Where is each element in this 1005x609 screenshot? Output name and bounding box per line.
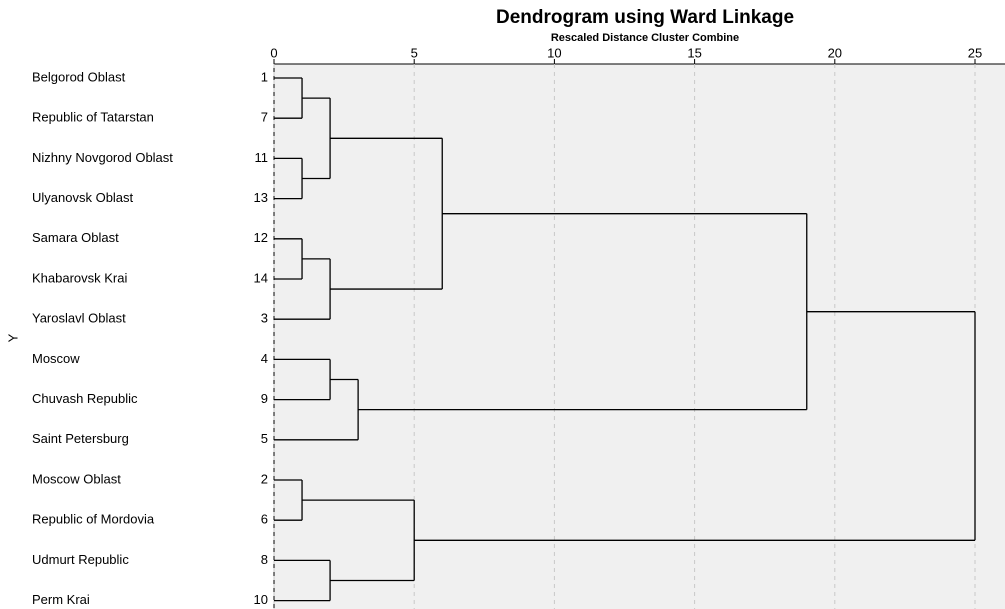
leaf-label: Udmurt Republic xyxy=(32,552,129,567)
plot-area xyxy=(274,64,1005,609)
leaf-case: 2 xyxy=(261,471,268,486)
leaf-case: 10 xyxy=(254,592,268,607)
y-axis-label: Y xyxy=(5,333,20,342)
x-tick-label: 15 xyxy=(687,45,701,60)
leaf-case: 12 xyxy=(254,230,268,245)
x-tick-label: 20 xyxy=(828,45,842,60)
leaf-label: Khabarovsk Krai xyxy=(32,270,127,285)
leaf-case: 6 xyxy=(261,512,268,527)
leaf-label: Republic of Tatarstan xyxy=(32,110,154,125)
x-tick-label: 25 xyxy=(968,45,982,60)
leaf-case: 13 xyxy=(254,190,268,205)
leaf-case: 14 xyxy=(254,270,268,285)
leaf-case: 7 xyxy=(261,110,268,125)
leaf-label: Republic of Mordovia xyxy=(32,512,155,527)
x-tick-label: 10 xyxy=(547,45,561,60)
leaf-label: Samara Oblast xyxy=(32,230,119,245)
leaf-case: 11 xyxy=(255,150,269,165)
leaf-case: 1 xyxy=(261,69,268,84)
x-tick-label: 5 xyxy=(411,45,418,60)
leaf-label: Moscow Oblast xyxy=(32,471,121,486)
leaf-label: Nizhny Novgorod Oblast xyxy=(32,150,173,165)
leaf-label: Perm Krai xyxy=(32,592,90,607)
chart-subtitle: Rescaled Distance Cluster Combine xyxy=(551,32,739,44)
leaf-label: Moscow xyxy=(32,351,80,366)
leaf-case: 9 xyxy=(261,391,268,406)
leaf-label: Belgorod Oblast xyxy=(32,69,126,84)
leaf-case: 3 xyxy=(261,311,268,326)
chart-title: Dendrogram using Ward Linkage xyxy=(496,7,794,28)
x-tick-label: 0 xyxy=(270,45,277,60)
leaf-label: Yaroslavl Oblast xyxy=(32,311,126,326)
leaf-case: 4 xyxy=(261,351,268,366)
leaf-label: Chuvash Republic xyxy=(32,391,138,406)
leaf-case: 5 xyxy=(261,431,268,446)
leaf-case: 8 xyxy=(261,552,268,567)
leaf-label: Ulyanovsk Oblast xyxy=(32,190,134,205)
leaf-label: Saint Petersburg xyxy=(32,431,129,446)
